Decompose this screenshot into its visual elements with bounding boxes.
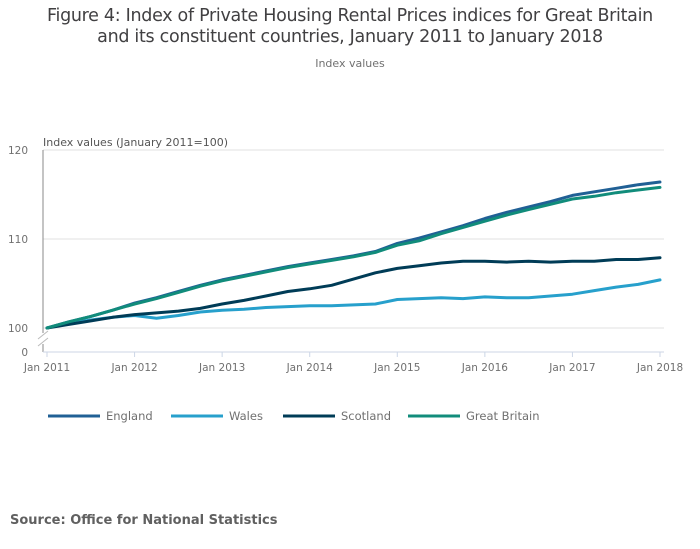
axis-break-mark [37, 337, 49, 347]
chart-title: Figure 4: Index of Private Housing Renta… [0, 6, 700, 48]
legend-label: Great Britain [466, 409, 540, 423]
series-line-wales [45, 278, 662, 330]
y-tick-labels: 0 100 110 120 [8, 145, 28, 359]
x-tick-label: Jan 2014 [286, 362, 334, 374]
y-tick-label: 110 [8, 234, 28, 246]
x-tick-label: Jan 2016 [461, 362, 509, 374]
series-line-great-britain [45, 185, 662, 330]
legend-item: Scotland [283, 409, 391, 423]
series-line-scotland [45, 256, 662, 330]
axis-break-mark [37, 330, 49, 340]
legend-label: Scotland [341, 409, 391, 423]
chart-title-line-2: and its constituent countries, January 2… [97, 27, 603, 47]
y-tick-label: 100 [8, 323, 28, 335]
chart-title-line-1: Figure 4: Index of Private Housing Renta… [47, 6, 653, 26]
x-tick-label: Jan 2015 [373, 362, 420, 374]
chart-subtitle: Index values [315, 57, 385, 70]
legend-item: Great Britain [408, 409, 540, 423]
y-tick-label: 0 [21, 347, 28, 359]
x-tick-label: Jan 2011 [23, 362, 70, 374]
x-tick-label: Jan 2018 [636, 362, 683, 374]
x-tick-label: Jan 2013 [198, 362, 245, 374]
x-tick-label: Jan 2012 [110, 362, 157, 374]
gridlines [43, 149, 664, 329]
legend-item: Wales [171, 409, 263, 423]
source-note: Source: Office for National Statistics [10, 513, 278, 528]
legend-label: Wales [229, 409, 263, 423]
line-chart: Index values (January 2011=100) 0 100 110 1… [8, 136, 683, 423]
legend-item: England [48, 409, 153, 423]
axes [37, 150, 664, 357]
legend-label: England [106, 409, 153, 423]
series-lines [45, 180, 662, 330]
y-axis-title: Index values (January 2011=100) [43, 136, 228, 149]
legend: England Wales Scotland Great Britain [48, 409, 540, 423]
x-tick-label: Jan 2017 [548, 362, 595, 374]
x-tick-labels: Jan 2011 Jan 2012 Jan 2013 Jan 2014 Jan 2015… [23, 362, 683, 374]
y-tick-label: 120 [8, 145, 28, 157]
